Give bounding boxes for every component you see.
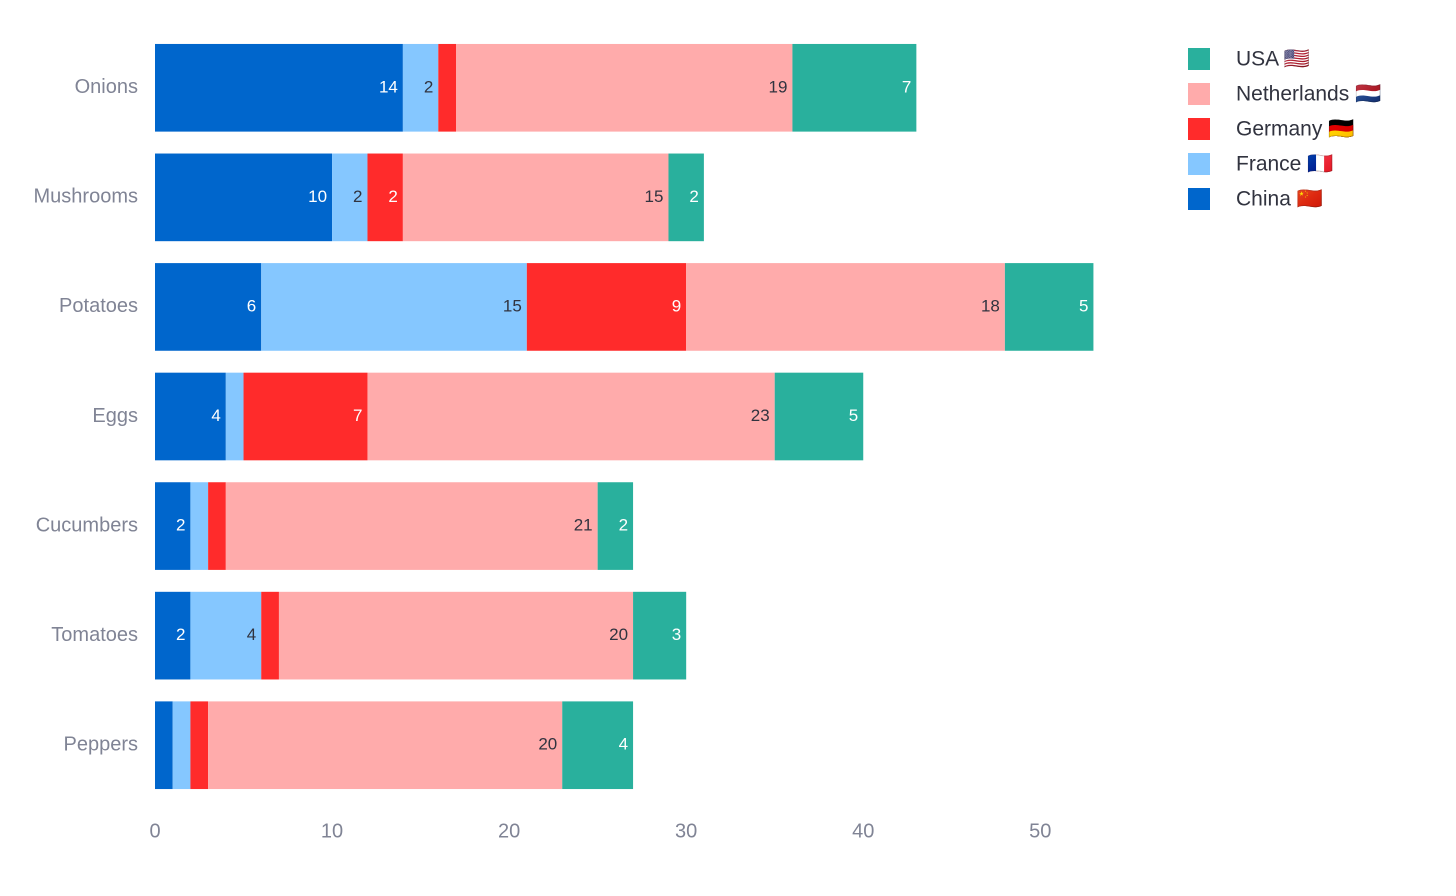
bar-segment	[261, 263, 527, 351]
data-label: 7	[902, 77, 911, 96]
bar-segment	[261, 591, 279, 680]
data-label: 2	[176, 625, 185, 644]
data-label: 5	[849, 406, 858, 425]
x-tick-label: 10	[321, 820, 343, 842]
x-tick-label: 0	[149, 820, 160, 842]
data-label: 6	[247, 296, 256, 315]
y-tick-label: Potatoes	[59, 295, 138, 317]
bar-segment	[792, 43, 917, 132]
data-label: 9	[672, 296, 681, 315]
data-label: 4	[247, 625, 256, 644]
y-tick-label: Eggs	[92, 405, 138, 427]
legend-label: USA 🇺🇸	[1236, 48, 1310, 71]
data-label: 23	[751, 406, 770, 425]
data-label: 2	[689, 187, 698, 206]
bar-segment	[155, 372, 226, 461]
bar-segment	[456, 43, 793, 132]
legend-label: Germany 🇩🇪	[1236, 118, 1354, 141]
bar-segment	[155, 482, 191, 570]
bar-segment	[155, 263, 262, 351]
data-label: 2	[176, 516, 185, 535]
data-label: 3	[672, 625, 681, 644]
bar-segment	[155, 701, 173, 790]
legend-label: Netherlands 🇳🇱	[1236, 83, 1381, 106]
bar-segment	[332, 153, 368, 242]
data-label: 10	[308, 187, 327, 206]
bar-segment	[225, 372, 244, 461]
data-label: 20	[609, 625, 628, 644]
data-label: 18	[981, 296, 1000, 315]
y-tick-label: Peppers	[64, 733, 139, 755]
legend-swatch	[1188, 153, 1210, 175]
x-tick-label: 30	[675, 820, 697, 842]
data-label: 21	[574, 516, 593, 535]
bar-segment	[402, 153, 669, 242]
legend-swatch	[1188, 48, 1210, 70]
bar-segment	[597, 482, 634, 570]
bar-segment	[402, 43, 439, 132]
data-label: 2	[619, 516, 628, 535]
data-label: 4	[619, 735, 628, 754]
data-label: 5	[1079, 296, 1088, 315]
bar-segment	[438, 43, 457, 132]
bar-segment	[1004, 263, 1094, 351]
bar-segment	[668, 153, 704, 242]
x-tick-label: 40	[852, 820, 874, 842]
data-label: 20	[538, 735, 557, 754]
legend-label: China 🇨🇳	[1236, 188, 1323, 211]
y-tick-label: Tomatoes	[51, 624, 138, 646]
data-label: 2	[424, 77, 433, 96]
bar-segment	[155, 43, 403, 132]
legend-label: France 🇫🇷	[1236, 153, 1333, 176]
legend-swatch	[1188, 118, 1210, 140]
bar-segment	[278, 591, 634, 680]
bar-segment	[155, 153, 333, 242]
bar-segment	[562, 701, 634, 790]
data-label: 14	[379, 77, 398, 96]
bar-segment	[190, 701, 209, 790]
legend-swatch	[1188, 83, 1210, 105]
bar-segment	[225, 482, 598, 570]
data-label: 15	[645, 187, 664, 206]
x-tick-label: 50	[1029, 820, 1051, 842]
y-tick-label: Cucumbers	[36, 514, 138, 536]
data-label: 2	[353, 187, 362, 206]
bar-segment	[208, 482, 226, 570]
y-tick-label: Mushrooms	[34, 186, 138, 208]
data-label: 15	[503, 296, 522, 315]
bar-segment	[686, 263, 1005, 351]
bar-segment	[367, 372, 775, 461]
data-label: 19	[768, 77, 787, 96]
data-label: 7	[353, 406, 362, 425]
data-label: 4	[211, 406, 220, 425]
bar-segment	[774, 372, 864, 461]
bar-segment	[367, 153, 403, 242]
bar-segment	[208, 701, 563, 790]
y-tick-label: Onions	[75, 76, 138, 98]
bar-segment	[155, 591, 191, 680]
x-tick-label: 20	[498, 820, 520, 842]
bar-segment	[172, 701, 191, 790]
bar-segment	[243, 372, 368, 461]
bar-segment	[526, 263, 687, 351]
bar-segment	[190, 591, 262, 680]
bar-segment	[633, 591, 687, 680]
bar-segment	[190, 482, 209, 570]
legend-swatch	[1188, 188, 1210, 210]
data-label: 2	[388, 187, 397, 206]
